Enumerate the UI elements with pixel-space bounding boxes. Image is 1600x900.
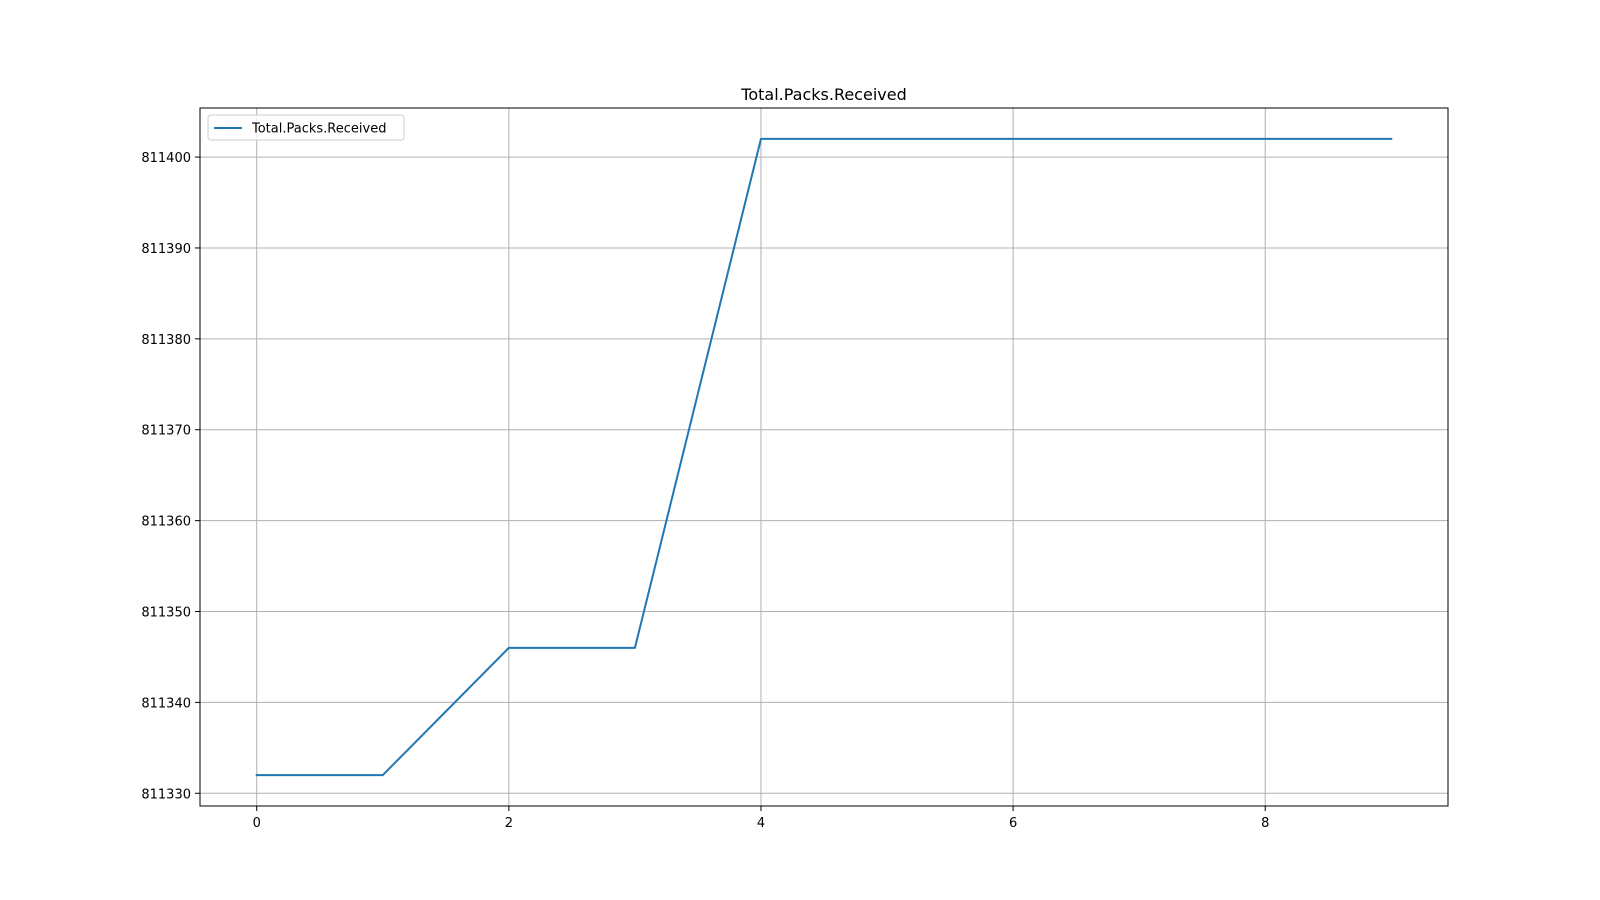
legend-label: Total.Packs.Received bbox=[251, 122, 386, 137]
y-tick-label: 811340 bbox=[141, 696, 191, 711]
x-tick-label: 6 bbox=[1009, 816, 1017, 831]
y-tick-label: 811380 bbox=[141, 333, 191, 348]
y-tick-label: 811390 bbox=[141, 242, 191, 257]
y-tick-label: 811360 bbox=[141, 515, 191, 530]
grid bbox=[200, 108, 1448, 806]
ticks: 0 2 4 6 8 811330 811340 811350 811360 811370 81138… bbox=[141, 151, 1269, 831]
y-tick-label: 811330 bbox=[141, 787, 191, 802]
legend-box bbox=[207, 114, 405, 141]
y-tick-label: 811350 bbox=[141, 606, 191, 621]
plot-frame bbox=[199, 107, 1449, 807]
legend: Total.Packs.Received bbox=[207, 114, 405, 141]
series-layer bbox=[255, 137, 1393, 777]
y-tick-label: 811370 bbox=[141, 424, 191, 439]
x-tick-label: 2 bbox=[505, 816, 513, 831]
chart-title: Total.Packs.Received bbox=[740, 85, 906, 104]
x-tick-label: 4 bbox=[757, 816, 765, 831]
series-line bbox=[255, 137, 1393, 777]
x-tick-label: 8 bbox=[1261, 816, 1269, 831]
x-tick-label: 0 bbox=[253, 816, 261, 831]
y-tick-label: 811400 bbox=[141, 151, 191, 166]
